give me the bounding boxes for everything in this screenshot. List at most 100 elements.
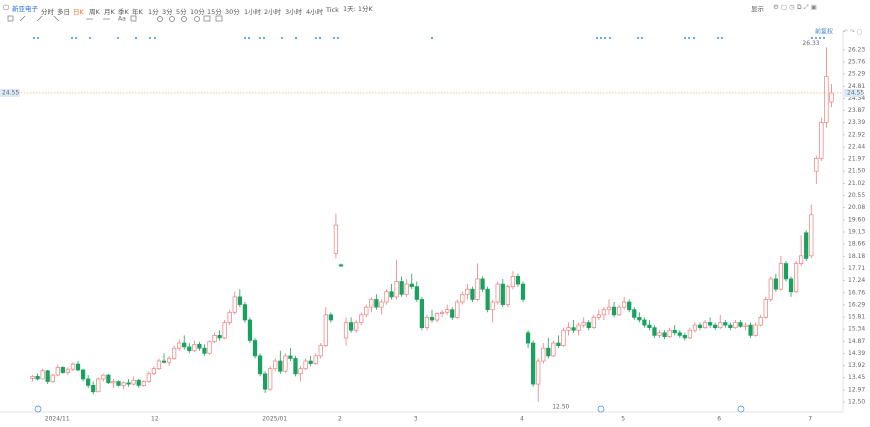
period-tab[interactable]: Tick — [326, 6, 339, 14]
candle-body — [116, 381, 121, 386]
x-tick-label: 12 — [151, 416, 159, 423]
candle-body — [536, 360, 541, 385]
period-tab[interactable]: 日K — [73, 8, 84, 16]
candle-body — [35, 376, 40, 380]
x-tick-label: 4 — [520, 416, 524, 423]
candle-body — [616, 306, 622, 316]
y-tick-label: 21.50 — [848, 168, 865, 175]
candle-body — [141, 381, 146, 386]
candle-body — [283, 355, 288, 372]
candle-body — [455, 301, 460, 318]
candle-body — [268, 368, 273, 390]
candle-body — [637, 317, 642, 321]
period-tab[interactable]: 分时 — [41, 8, 54, 16]
range-select[interactable]: 1天: 1分K — [343, 5, 373, 13]
period-tab[interactable]: 多日 — [57, 8, 70, 16]
period-tab[interactable]: 周K — [89, 8, 100, 16]
candle-body — [576, 324, 581, 331]
candle-body — [622, 301, 627, 308]
candle-body — [561, 329, 566, 346]
candle-body — [627, 301, 632, 311]
candle-body — [96, 378, 101, 393]
candle-body — [151, 368, 157, 375]
candle-body — [465, 288, 470, 295]
y-tick-label: 12.50 — [848, 399, 865, 406]
candle-body — [556, 342, 561, 346]
candle-body — [333, 224, 339, 254]
candle-body — [65, 368, 71, 373]
candle-body — [247, 319, 253, 341]
candle-body — [778, 263, 784, 290]
candle-body — [546, 347, 551, 357]
period-tab[interactable]: 10分 — [190, 8, 205, 16]
candle-body — [136, 379, 141, 386]
candle-body — [197, 343, 202, 349]
period-tab[interactable]: 2小时 — [264, 8, 282, 16]
period-tab[interactable]: 1分 — [148, 8, 159, 16]
period-tab[interactable]: 1小时 — [244, 8, 262, 16]
period-tab[interactable]: 月K — [104, 8, 115, 16]
y-tick-label: 13.92 — [848, 362, 865, 369]
candle-body — [743, 324, 748, 327]
candle-body — [359, 314, 364, 323]
candle-body — [713, 324, 718, 329]
candle-body — [793, 263, 799, 293]
candle-body — [738, 322, 743, 327]
x-tick-label: 2025/01 — [262, 416, 287, 423]
y-tick-label: 22.44 — [848, 144, 865, 151]
candle-body — [60, 367, 65, 373]
candle-body — [86, 378, 91, 386]
display-menu[interactable]: 显示 — [751, 5, 764, 13]
stock-name[interactable]: 新亚电子 — [12, 5, 38, 13]
period-tab[interactable]: 5分 — [176, 8, 187, 16]
candle-body — [106, 374, 111, 384]
period-tab[interactable]: 3分 — [162, 8, 173, 16]
candle-body — [91, 385, 96, 393]
candle-body — [445, 309, 450, 313]
y-tick-label: 21.97 — [848, 156, 865, 163]
y-tick-label: 24.34 — [848, 95, 865, 102]
candle-body — [733, 322, 738, 329]
period-tab[interactable]: 15分 — [207, 8, 222, 16]
period-tab[interactable]: 4小时 — [306, 8, 324, 16]
candle-body — [126, 382, 131, 385]
candle-body — [121, 382, 126, 386]
period-tab[interactable]: 季K — [118, 8, 129, 16]
y-tick-label: 18.66 — [848, 241, 865, 248]
candle-body — [222, 322, 227, 339]
candle-body — [748, 324, 753, 336]
period-tab[interactable]: 3小时 — [285, 8, 303, 16]
candle-body — [799, 255, 804, 264]
period-tab[interactable]: 30分 — [225, 8, 240, 16]
candle-body — [829, 92, 834, 103]
candle-body — [500, 283, 505, 305]
candle-body — [632, 309, 637, 318]
price-tag — [844, 88, 862, 97]
candle-body — [814, 158, 819, 172]
candle-body — [718, 322, 723, 329]
candle-body — [288, 355, 293, 359]
candle-body — [480, 278, 485, 290]
period-tab[interactable]: 年K — [132, 8, 143, 16]
y-tick-label: 26.23 — [848, 46, 865, 53]
candle-body — [728, 324, 733, 329]
candle-body — [187, 346, 192, 352]
candle-body — [263, 373, 268, 390]
candle-body — [338, 264, 344, 267]
text-tool[interactable]: Aa — [118, 16, 126, 23]
candle-body — [429, 317, 435, 321]
candle-body — [409, 283, 414, 287]
x-tick-label: 5 — [621, 416, 625, 423]
candle-body — [450, 309, 455, 318]
candle-body — [273, 360, 278, 370]
candle-body — [394, 281, 399, 298]
candle-body — [763, 299, 768, 318]
candle-body — [242, 304, 248, 321]
x-tick-label: 3 — [414, 416, 418, 423]
candle-body — [475, 278, 480, 300]
candle-body — [303, 360, 308, 370]
candle-body — [156, 360, 162, 370]
adjust-label[interactable]: 前复权 — [815, 28, 833, 36]
y-tick-label: 17.71 — [848, 265, 865, 272]
